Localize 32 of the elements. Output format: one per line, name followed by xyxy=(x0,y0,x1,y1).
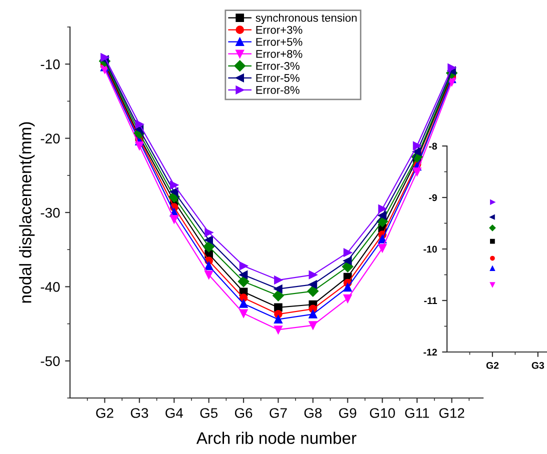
y-tick-label: -20 xyxy=(40,134,60,144)
legend-label: Error+5% xyxy=(256,38,302,46)
x-tick-label: G2 xyxy=(96,408,114,418)
x-tick-label: G6 xyxy=(234,408,252,418)
y-tick-label: -10 xyxy=(40,59,60,70)
legend-label: Error-8% xyxy=(256,86,300,94)
legend-label: Error-5% xyxy=(256,74,300,82)
y-axis-title: nodal displacement(mm) xyxy=(19,122,35,303)
y-tick-label: -10 xyxy=(424,246,437,253)
x-axis-title: Arch rib node number xyxy=(196,432,356,444)
x-tick-label: G12 xyxy=(439,408,464,418)
y-tick-label: -12 xyxy=(424,348,437,356)
x-tick-label: G10 xyxy=(370,408,395,418)
y-tick-label: -50 xyxy=(40,356,60,366)
x-tick-label: G2 xyxy=(486,362,499,369)
y-tick-label: -40 xyxy=(40,282,60,292)
legend-label: Error+8% xyxy=(256,50,302,58)
legend-label: Error+3% xyxy=(256,26,302,34)
x-tick-label: G4 xyxy=(166,408,183,418)
x-tick-label: G8 xyxy=(304,408,322,418)
x-tick-label: G7 xyxy=(270,408,287,418)
y-tick-label: -30 xyxy=(40,208,60,218)
y-tick-label: -11 xyxy=(424,297,438,304)
x-tick-label: G5 xyxy=(200,408,218,418)
y-tick-label: -8 xyxy=(429,142,437,150)
x-tick-label: G3 xyxy=(532,362,544,369)
x-tick-label: G3 xyxy=(130,408,148,418)
legend-label: synchronous tension xyxy=(256,14,357,24)
y-tick-label: -9 xyxy=(429,194,437,202)
x-tick-label: G9 xyxy=(339,408,356,418)
x-tick-label: G11 xyxy=(405,408,429,418)
legend-label: Error-3% xyxy=(256,62,300,70)
